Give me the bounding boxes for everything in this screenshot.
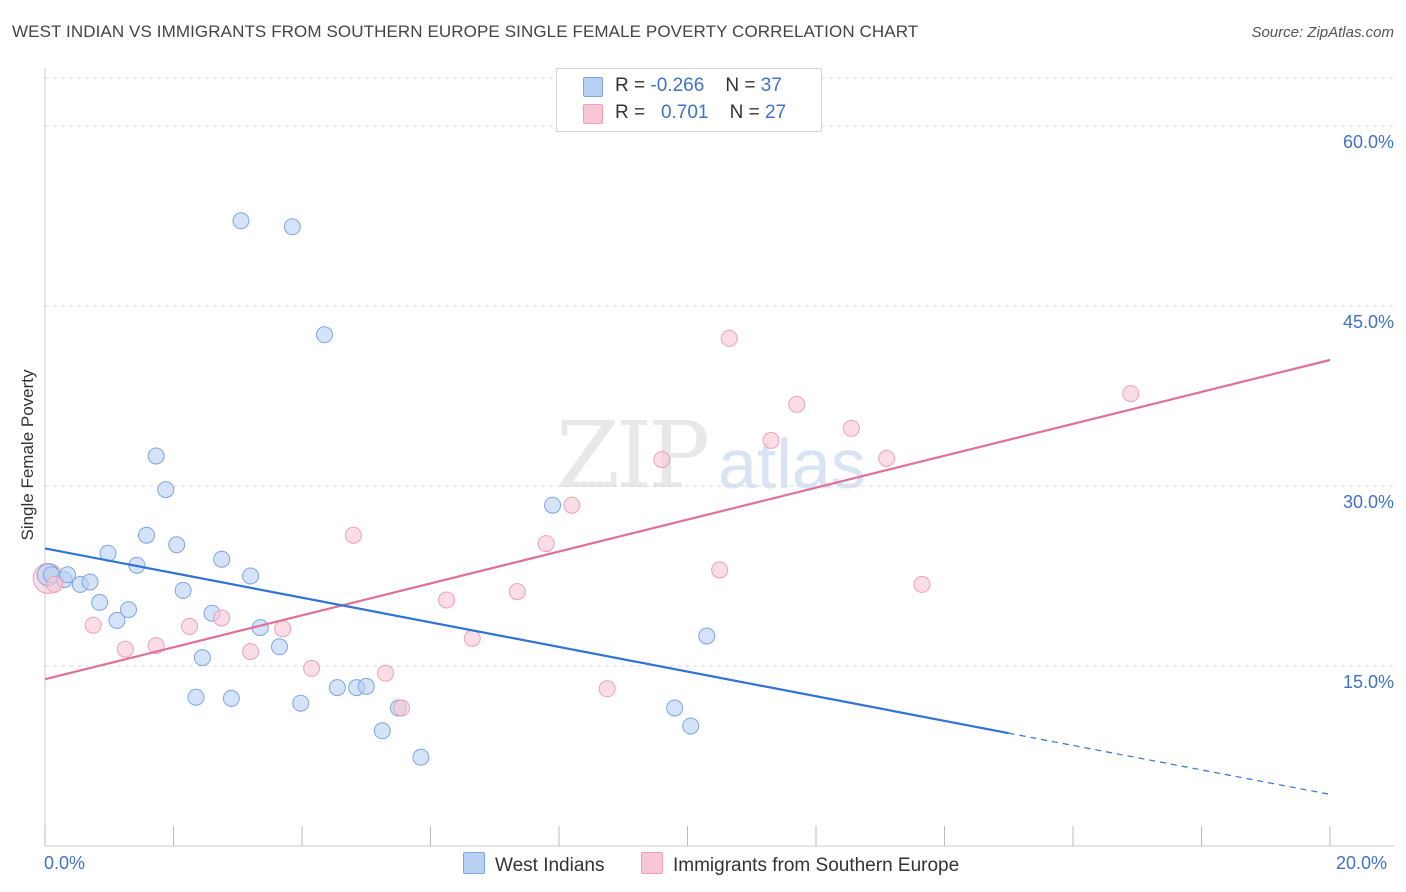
point-immigrants [598,680,616,698]
bottom-legend-immigrants: Immigrants from Southern Europe [641,852,959,877]
point-west-indians [120,601,138,619]
point-immigrants [711,561,729,579]
point-west-indians [147,447,165,465]
bottom-legend-swatch-blue [463,852,485,874]
y-tick-label: 60.0% [1342,132,1394,152]
point-west-indians [698,627,716,645]
point-immigrants [181,617,199,635]
point-west-indians [682,717,700,735]
point-immigrants [344,526,362,544]
point-west-indians [544,496,562,514]
point-immigrants [274,620,292,638]
point-immigrants [303,659,321,677]
legend-swatch-pink [583,104,603,124]
point-west-indians [174,581,192,599]
legend-n-label: N = [729,102,760,123]
bottom-legend-label-west-indians: West Indians [495,855,605,876]
point-west-indians [271,638,289,656]
source-credit: Source: ZipAtlas.com [1251,24,1394,41]
point-west-indians [193,649,211,667]
bottom-legend-label-immigrants: Immigrants from Southern Europe [673,855,960,876]
watermark-zip: ZIP [556,402,710,509]
legend-r-label: R = [615,75,646,96]
point-west-indians [232,212,250,230]
point-west-indians [315,326,333,344]
point-west-indians [328,679,346,697]
legend-r-label: R = [615,102,646,123]
point-immigrants [1122,385,1140,403]
y-tick-label: 45.0% [1342,312,1394,332]
point-immigrants [213,609,231,627]
point-west-indians [108,611,126,629]
watermark-atlas: atlas [718,425,866,503]
point-immigrants [913,575,931,593]
point-west-indians [58,566,76,584]
point-west-indians [91,593,109,611]
point-immigrants [653,451,671,469]
point-immigrants [377,664,395,682]
bottom-legend-swatch-pink [641,852,663,874]
bottom-legend-west-indians: West Indians [463,852,604,877]
point-immigrants [788,395,806,413]
correlation-legend: R = -0.266 N = 37 R = 0.701 N = 27 [556,68,822,132]
point-west-indians [283,218,301,236]
point-immigrants [463,629,481,647]
point-west-indians [666,699,684,717]
point-immigrants [393,699,411,717]
point-west-indians [168,536,186,554]
point-west-indians [81,573,99,591]
point-immigrants [842,419,860,437]
point-immigrants [242,643,260,661]
point-west-indians [138,526,156,544]
point-immigrants [508,583,526,601]
point-immigrants [116,640,134,658]
point-west-indians [222,689,240,707]
point-west-indians [157,481,175,499]
point-immigrants [878,449,896,467]
legend-swatch-blue [583,77,603,97]
legend-n-value: 37 [760,75,782,96]
legend-r-value: -0.266 [650,75,705,96]
trendline-west-indians-extension [1008,732,1331,795]
point-immigrants [720,329,738,347]
trendline-immigrants [44,358,1331,681]
point-west-indians [292,694,310,712]
chart-title: WEST INDIAN VS IMMIGRANTS FROM SOUTHERN … [12,22,919,41]
point-west-indians [213,550,231,568]
y-tick-label: 15.0% [1342,672,1394,692]
y-axis-label: Single Female Poverty [18,369,37,541]
point-west-indians [412,748,430,766]
legend-n-value: 27 [765,102,787,123]
x-tick-label-max: 20.0% [1336,853,1388,873]
legend-n-label: N = [725,75,756,96]
x-tick-label-min: 0.0% [44,853,86,873]
point-immigrants [46,575,64,593]
legend-r-value: 0.701 [660,102,709,123]
point-immigrants [762,431,780,449]
point-west-indians [357,677,375,695]
point-west-indians [373,722,391,740]
point-immigrants [84,616,102,634]
point-immigrants [563,496,581,514]
point-west-indians [187,688,205,706]
point-west-indians [242,567,260,585]
point-immigrants [438,591,456,609]
y-tick-label: 30.0% [1342,492,1394,512]
trendline-west-indians [44,547,1009,735]
point-immigrants [537,535,555,553]
